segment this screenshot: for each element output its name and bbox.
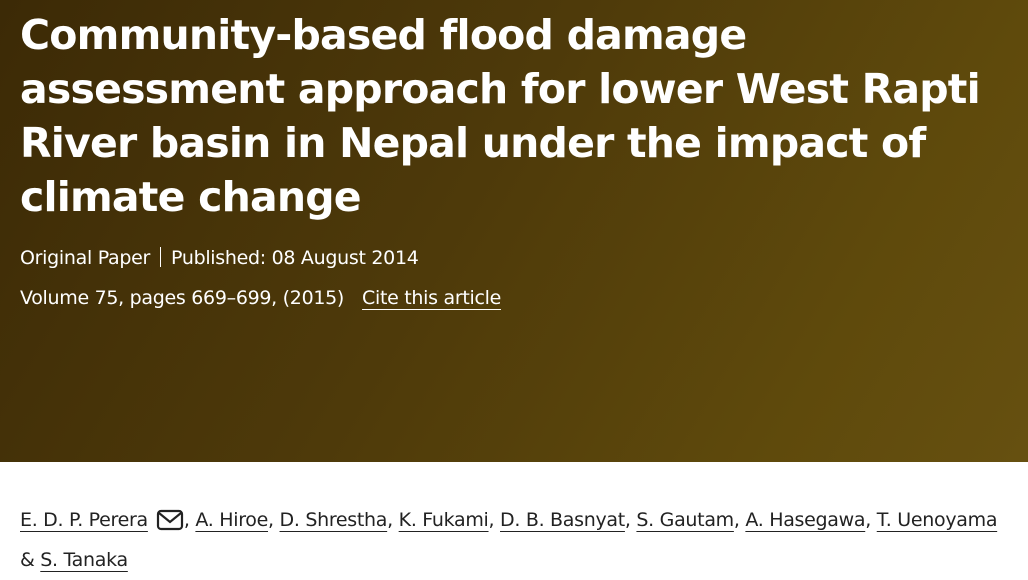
separator: , [624, 509, 631, 531]
author-name[interactable]: S. Gautam [636, 509, 734, 531]
conjunction: & [20, 549, 35, 571]
author-name[interactable]: K. Fukami [398, 509, 489, 531]
article-header: Community-based flood damage assessment … [0, 0, 1028, 462]
article-meta: Original Paper Published: 08 August 2014 … [20, 238, 1008, 318]
cite-link[interactable]: Cite this article [362, 287, 501, 309]
author-name[interactable]: S. Tanaka [40, 549, 128, 571]
separator: , [268, 509, 274, 531]
author-name[interactable]: A. Hasegawa [745, 509, 866, 531]
volume-info: Volume 75, pages 669–699, (2015) [20, 287, 345, 309]
meta-line: Original Paper Published: 08 August 2014 [20, 238, 1008, 278]
author-name[interactable]: D. Shrestha [279, 509, 388, 531]
divider [160, 247, 161, 267]
separator: , [733, 509, 740, 531]
author-name[interactable]: D. B. Basnyat [500, 509, 625, 531]
author-name[interactable]: E. D. P. Perera [20, 509, 148, 531]
separator: , [488, 509, 495, 531]
article-type: Original Paper [20, 247, 150, 269]
separator: , [183, 509, 190, 531]
separator: , [865, 509, 871, 531]
article-title: Community-based flood damage assessment … [20, 11, 981, 221]
published-date: Published: 08 August 2014 [171, 247, 419, 269]
separator: , [387, 509, 393, 531]
meta-line: Volume 75, pages 669–699, (2015) Cite thi… [20, 278, 1008, 318]
email-icon[interactable] [156, 509, 184, 531]
author-name[interactable]: T. Uenoyama [876, 509, 998, 531]
author-name[interactable]: A. Hiroe [195, 509, 269, 531]
author-list: E. D. P. Perera, A. Hiroe, D. Shrestha, … [0, 462, 1028, 580]
